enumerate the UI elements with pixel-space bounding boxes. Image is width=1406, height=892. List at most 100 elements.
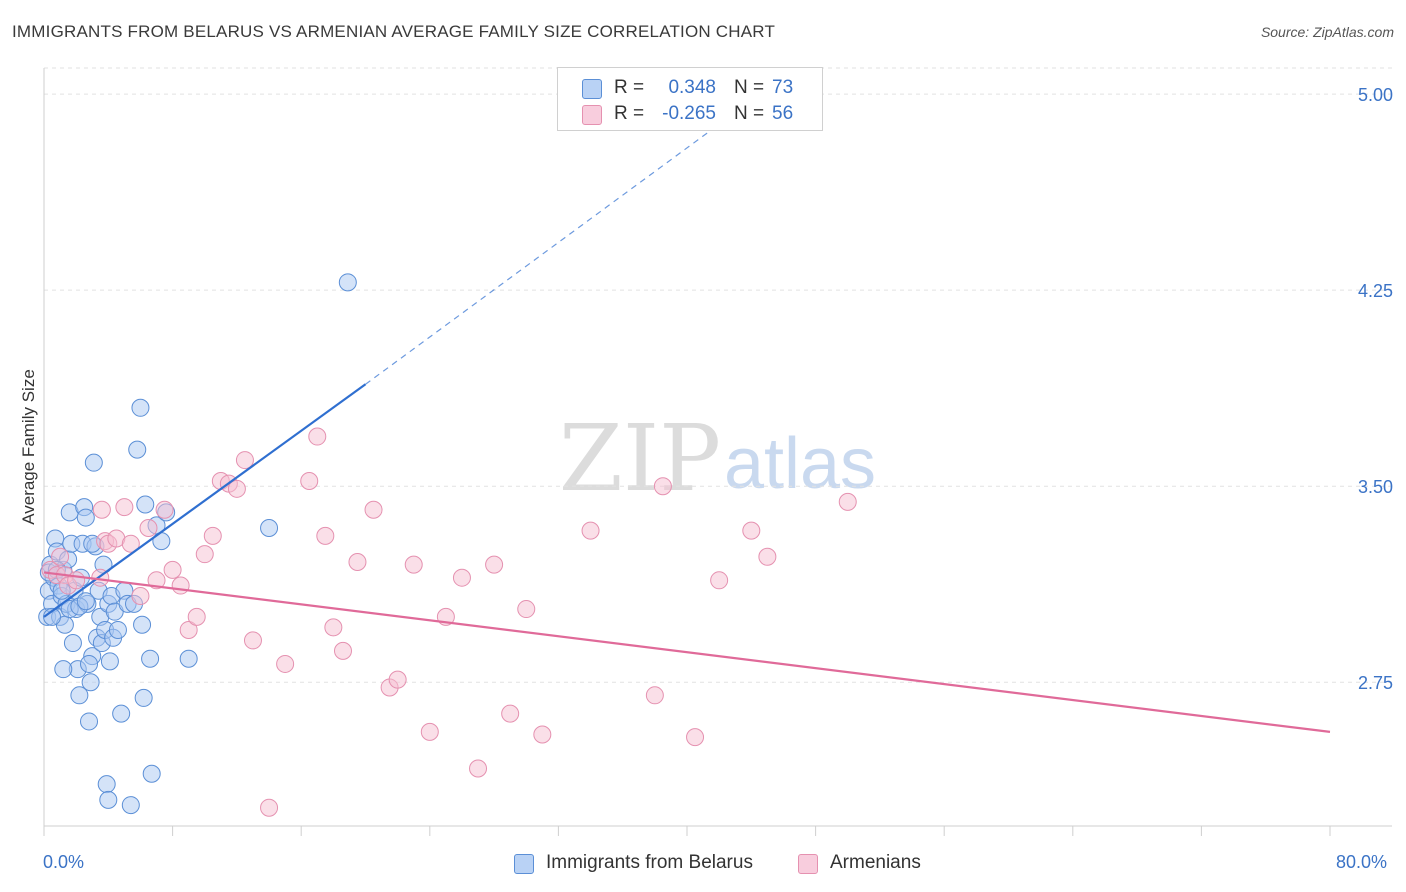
armenians-point	[404, 555, 423, 574]
belarus-legend-swatch	[514, 854, 534, 874]
legend-r-label: R =	[614, 77, 645, 98]
y-tick-label: 2.75	[1358, 673, 1393, 693]
armenians-point	[838, 492, 857, 511]
armenians-point	[139, 519, 158, 538]
belarus-point	[43, 607, 62, 626]
armenians-point	[171, 576, 190, 595]
belarus-point	[76, 592, 95, 611]
belarus-point	[179, 649, 198, 668]
belarus-point	[136, 495, 155, 514]
legend-n-label: N =	[734, 77, 765, 98]
armenians-point	[333, 641, 352, 660]
belarus-trend-extension	[365, 111, 736, 385]
y-tick-label: 5.00	[1358, 85, 1393, 105]
belarus-point	[108, 620, 127, 639]
belarus-trend-line	[43, 383, 367, 618]
armenians-point	[179, 620, 198, 639]
legend-r-value: -0.265	[662, 103, 716, 124]
belarus-point	[84, 453, 103, 472]
armenians-point	[131, 586, 150, 605]
belarus-point	[70, 686, 89, 705]
armenians-point	[758, 547, 777, 566]
armenians-point	[235, 451, 254, 470]
source-label: Source: ZipAtlas.com	[1260, 24, 1394, 40]
armenians-point	[115, 498, 134, 517]
belarus-point	[128, 440, 147, 459]
armenians-point	[485, 555, 504, 574]
armenians-point	[195, 545, 214, 564]
armenians-point	[227, 479, 246, 498]
belarus-point	[260, 519, 279, 538]
armenians-legend-swatch	[798, 854, 818, 874]
belarus-point	[133, 615, 152, 634]
legend-n-value: 56	[772, 103, 794, 124]
y-tick-label: 3.50	[1358, 477, 1393, 497]
armenians-point	[348, 553, 367, 572]
armenians-point	[51, 547, 70, 566]
legend-row-armenians: R = -0.265 N = 56	[558, 101, 822, 127]
legend-r-value: 0.348	[668, 77, 716, 98]
armenians-point	[645, 686, 664, 705]
armenians-point	[501, 704, 520, 723]
x-max-label: 80.0%	[1336, 852, 1388, 872]
legend-r-label: R =	[614, 103, 645, 124]
belarus-point	[99, 790, 118, 809]
armenians-swatch	[582, 105, 602, 125]
armenians-point	[308, 427, 327, 446]
armenians-point	[243, 631, 262, 650]
belarus-point	[63, 634, 82, 653]
legend-n-value: 73	[772, 77, 794, 98]
x-min-label: 0.0%	[43, 852, 85, 872]
armenians-point	[388, 670, 407, 689]
armenians-point	[300, 471, 319, 490]
legend-row-belarus: R = 0.348 N = 73	[558, 75, 822, 101]
armenians-point	[533, 725, 552, 744]
belarus-point	[134, 688, 153, 707]
belarus-point	[338, 273, 357, 292]
belarus-point	[54, 660, 73, 679]
belarus-point	[121, 796, 140, 815]
belarus-point	[142, 764, 161, 783]
armenians-point	[686, 728, 705, 747]
belarus-point	[97, 775, 116, 794]
belarus-point	[112, 704, 131, 723]
armenians-point	[469, 759, 488, 778]
belarus-point	[141, 649, 160, 668]
armenians-point	[187, 607, 206, 626]
belarus-legend-label: Immigrants from Belarus	[546, 852, 753, 873]
belarus-swatch	[582, 79, 602, 99]
armenians-point	[324, 618, 343, 637]
armenians-point	[92, 500, 111, 519]
armenians-point	[67, 571, 86, 590]
belarus-point	[80, 654, 99, 673]
y-tick-label: 4.25	[1358, 281, 1393, 301]
belarus-point	[131, 398, 150, 417]
armenians-point	[581, 521, 600, 540]
belarus-points	[38, 273, 357, 815]
armenians-point	[163, 560, 182, 579]
legend-n-label: N =	[734, 103, 765, 124]
armenians-point	[420, 722, 439, 741]
armenians-point	[316, 526, 335, 545]
armenians-point	[364, 500, 383, 519]
armenians-point	[203, 526, 222, 545]
armenians-point	[710, 571, 729, 590]
chart-title: IMMIGRANTS FROM BELARUS VS ARMENIAN AVER…	[12, 22, 776, 41]
armenians-point	[260, 798, 279, 817]
armenians-point	[276, 654, 295, 673]
watermark-zip: ZIP	[559, 405, 721, 512]
watermark-atlas: atlas	[724, 424, 876, 504]
armenians-point	[155, 500, 174, 519]
armenians-point	[653, 477, 672, 496]
armenians-point	[121, 534, 140, 553]
armenians-legend-label: Armenians	[830, 852, 921, 873]
armenians-trend-line	[43, 571, 1331, 733]
belarus-point	[80, 712, 99, 731]
belarus-point	[81, 673, 100, 692]
armenians-point	[742, 521, 761, 540]
armenians-point	[517, 600, 536, 619]
y-axis-label: Average Family Size	[19, 369, 38, 525]
belarus-point	[100, 652, 119, 671]
armenians-point	[452, 568, 471, 587]
